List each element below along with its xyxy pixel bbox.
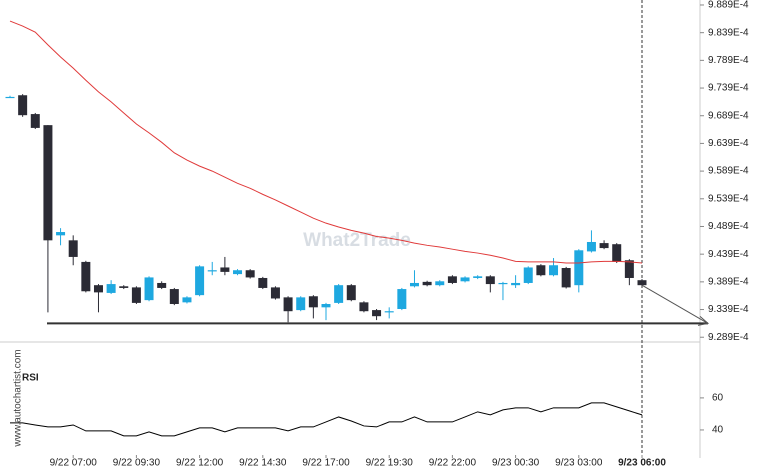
x-tick-label: 9/22 09:30	[113, 458, 161, 469]
candle-body	[56, 232, 66, 236]
candle-body	[106, 284, 116, 293]
y-tick-label: 9.889E-4	[708, 0, 749, 11]
candle-body	[485, 276, 495, 285]
candle-body	[68, 240, 78, 257]
candle-body	[308, 296, 318, 308]
y-tick-label: 60	[712, 393, 724, 404]
x-tick-label: 9/22 14:30	[239, 458, 287, 469]
candle-body	[384, 311, 394, 313]
x-tick-label: 9/22 12:00	[176, 458, 224, 469]
candle-body	[549, 265, 559, 276]
candle-body	[612, 244, 622, 262]
y-tick-label: 9.789E-4	[708, 55, 749, 66]
candle-body	[43, 125, 53, 241]
y-tick-label: 9.589E-4	[708, 166, 749, 177]
candle-body	[498, 282, 508, 285]
y-tick-label: 9.639E-4	[708, 138, 749, 149]
candle-body	[220, 267, 230, 272]
candle-body	[422, 281, 432, 286]
candle-body	[334, 285, 344, 303]
candle-body	[182, 297, 192, 303]
candle-body	[207, 270, 217, 272]
candle-body	[637, 280, 647, 286]
y-tick-label: 9.389E-4	[708, 276, 749, 287]
rsi-line	[10, 402, 643, 437]
y-tick-label: 9.339E-4	[708, 304, 749, 315]
y-tick-label: 9.839E-4	[708, 27, 749, 38]
candle-body	[81, 261, 91, 292]
x-tick-label: 9/22 17:00	[302, 458, 350, 469]
candle-body	[5, 96, 15, 99]
candle-body	[372, 310, 382, 317]
candle-body	[283, 297, 293, 312]
candle-body	[460, 277, 470, 282]
candle-body	[536, 265, 546, 276]
x-tick-label: 9/22 07:00	[50, 458, 98, 469]
x-tick-label: 9/23 00:30	[492, 458, 540, 469]
y-tick-label: 9.439E-4	[708, 249, 749, 260]
candle-body	[131, 287, 141, 303]
y-tick-label: 9.489E-4	[708, 221, 749, 232]
projection-arrow	[641, 284, 709, 324]
y-tick-label: 9.539E-4	[708, 193, 749, 204]
watermark: What2Trade	[303, 230, 411, 251]
candle-body	[296, 297, 306, 311]
candle-body	[359, 302, 369, 312]
candle-body	[473, 276, 483, 278]
candle-body	[586, 241, 596, 252]
candle-body	[397, 289, 407, 309]
source-watermark: www.autochartist.com	[13, 349, 24, 447]
candle-body	[447, 276, 457, 283]
candle-body	[169, 289, 179, 305]
x-tick-label: 9/23 06:00	[618, 458, 666, 469]
x-tick-label: 9/22 19:30	[366, 458, 414, 469]
rsi-title: RSI	[22, 373, 39, 384]
candle-body	[18, 95, 28, 116]
x-tick-label: 9/22 22:00	[429, 458, 477, 469]
candle-body	[523, 267, 533, 283]
candle-body	[435, 281, 445, 286]
candle-body	[258, 277, 268, 288]
candle-body	[561, 268, 571, 288]
candle-body	[574, 250, 584, 286]
candle-body	[195, 266, 205, 296]
candle-body	[321, 304, 331, 308]
moving-average	[9, 20, 643, 264]
candle-body	[245, 270, 255, 278]
candle-body	[233, 270, 243, 275]
candle-body	[30, 114, 40, 128]
candle-body	[93, 285, 103, 293]
candle-body	[144, 277, 154, 301]
x-tick-label: 9/23 03:00	[555, 458, 603, 469]
candle-body	[599, 243, 609, 249]
candle-body	[346, 285, 356, 301]
candle-body	[157, 282, 167, 288]
candle-body	[409, 282, 419, 287]
y-tick-label: 9.689E-4	[708, 110, 749, 121]
arrow-head	[697, 316, 710, 326]
candle-body	[511, 282, 521, 286]
candle-body	[119, 286, 129, 288]
candle-body	[624, 260, 634, 278]
candle-body	[270, 287, 280, 299]
y-tick-label: 9.739E-4	[708, 83, 749, 94]
y-tick-label: 40	[712, 425, 724, 436]
y-tick-label: 9.289E-4	[708, 332, 749, 343]
